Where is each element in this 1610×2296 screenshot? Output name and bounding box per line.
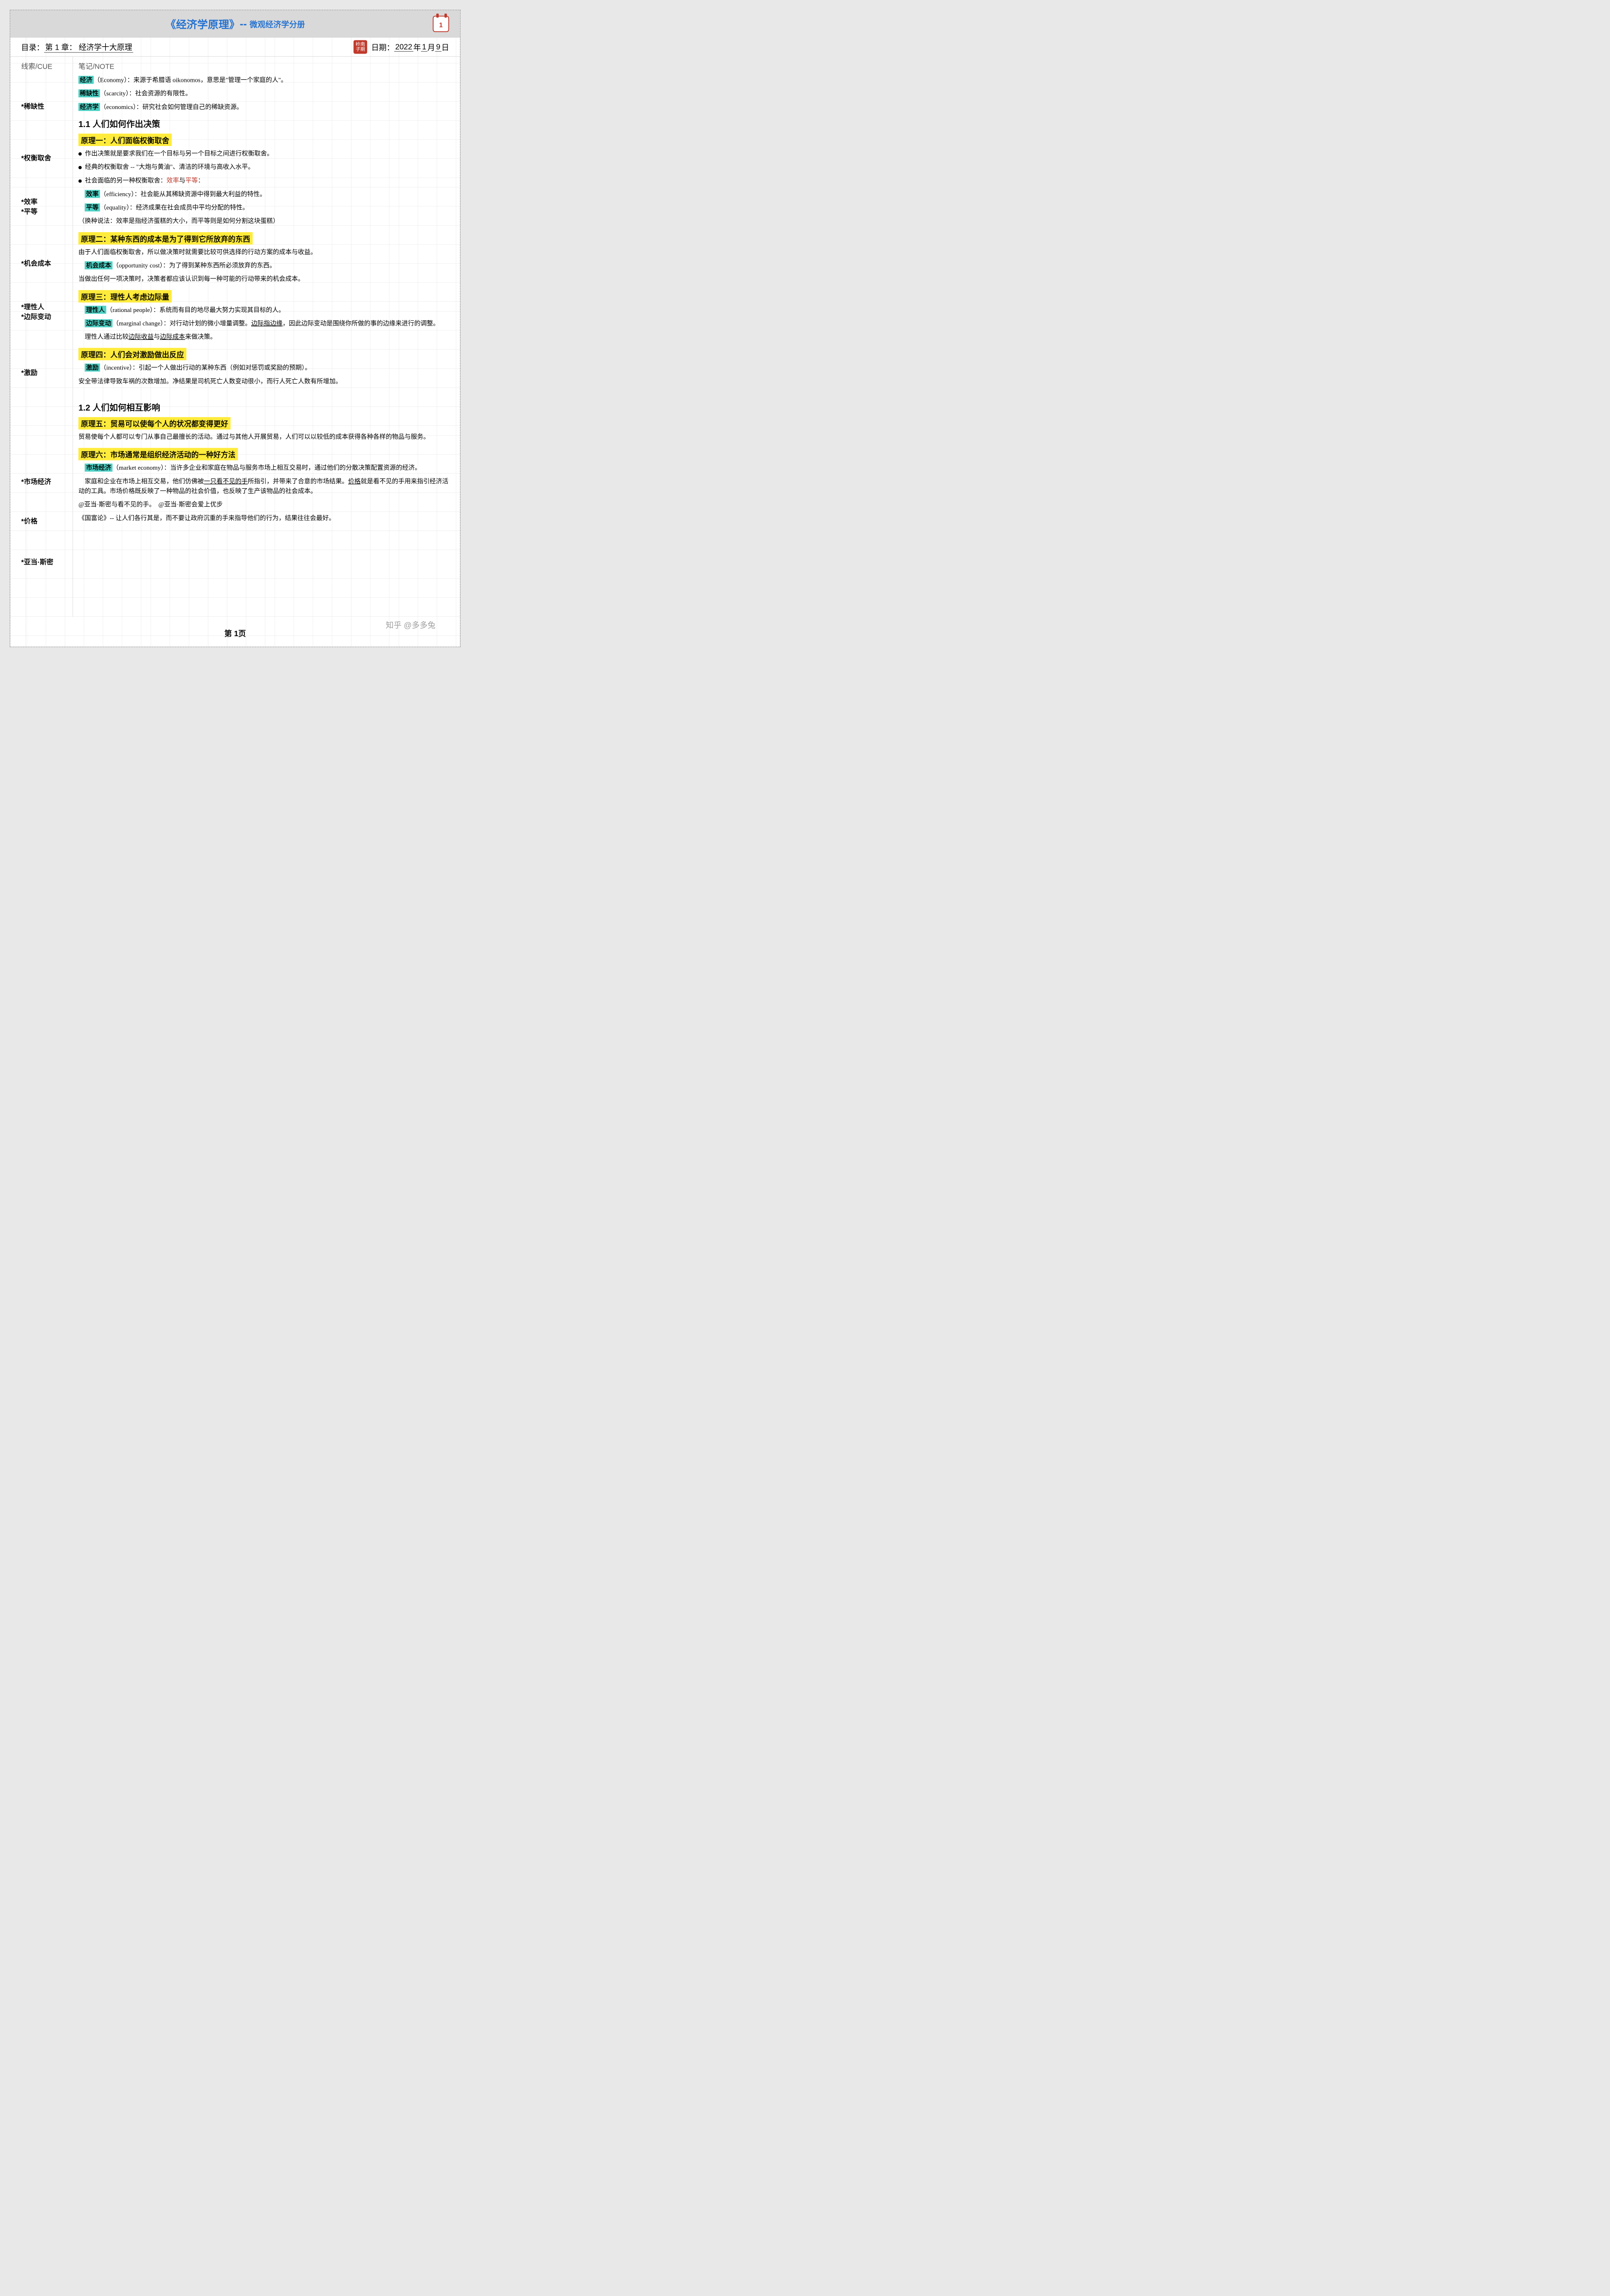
def-line: 经济学（economics）：研究社会如何管理自己的稀缺资源。 — [78, 102, 449, 112]
cue-item: *稀缺性 — [21, 101, 68, 110]
cue-item: *权衡取舍 — [21, 153, 68, 163]
date-label: 日期： — [371, 41, 394, 53]
def-line: 经济（Economy）：来源于希腊语 oikonomos，意思是"管理一个家庭的… — [78, 75, 449, 85]
cue-item: *效率 — [21, 196, 68, 206]
cue-item: *理性人 — [21, 301, 68, 311]
toc-label: 目录： — [21, 41, 44, 53]
note-line: 贸易使每个人都可以专门从事自己最擅长的活动。通过与其他人开展贸易，人们可以以较低… — [78, 432, 449, 441]
title-dash: -- — [240, 18, 247, 30]
def-line: 市场经济（market economy）：当许多企业和家庭在物品与服务市场上相互… — [78, 463, 449, 473]
chapter-title: 经济学十大原理 — [78, 41, 133, 53]
def-line: 理性人（rational people）：系统而有目的地尽最大努力实现其目标的人… — [78, 305, 449, 314]
cue-column: 线索/CUE *稀缺性 *权衡取舍 *效率 *平等 *机会成本 *理性人 *边际… — [10, 56, 73, 617]
content-columns: 线索/CUE *稀缺性 *权衡取舍 *效率 *平等 *机会成本 *理性人 *边际… — [10, 56, 460, 617]
def-line: 稀缺性（scarcity）：社会资源的有限性。 — [78, 89, 449, 98]
author-stamp: 岭南子期 — [353, 40, 367, 54]
def-line: 机会成本（opportunity cost）：为了得到某种东西所必须放弃的东西。 — [78, 260, 449, 270]
note-line: 安全带法律导致车祸的次数增加。净结果是司机死亡人数变动很小，而行人死亡人数有所增… — [78, 376, 449, 386]
def-line: 平等（equality）：经济成果在社会成员中平均分配的特性。 — [78, 202, 449, 212]
bullet-icon — [78, 180, 82, 183]
section-title: 1.2 人们如何相互影响 — [78, 401, 449, 413]
note-page: 《经济学原理》 -- 微观经济学分册 1 目录： 第 1 章： 经济学十大原理 … — [10, 10, 461, 647]
bullet-icon — [78, 166, 82, 169]
date-year: 2022 — [394, 42, 413, 52]
book-title: 《经济学原理》 — [166, 16, 240, 31]
chapter-num: 第 1 章： — [44, 41, 78, 53]
principle-4: 原理四：人们会对激励做出反应 — [78, 348, 186, 360]
cue-item: *亚当·斯密 — [21, 557, 68, 567]
page-header: 《经济学原理》 -- 微观经济学分册 1 — [10, 10, 460, 37]
bullet-line: 经典的权衡取舍 -- "大炮与黄油"、清洁的环境与高收入水平。 — [78, 162, 449, 172]
note-line: 由于人们面临权衡取舍，所以做决策时就需要比较可供选择的行动方案的成本与收益。 — [78, 247, 449, 257]
note-header: 笔记/NOTE — [78, 61, 449, 71]
def-line: 边际变动（marginal change）：对行动计划的微小增量调整。边际指边缘… — [78, 318, 449, 328]
note-line: @亚当·斯密与看不见的手。 @亚当·斯密会爱上优步 — [78, 499, 449, 509]
principle-6: 原理六：市场通常是组织经济活动的一种好方法 — [78, 448, 238, 460]
cue-item: *激励 — [21, 367, 68, 377]
notes-column: 笔记/NOTE 经济（Economy）：来源于希腊语 oikonomos，意思是… — [73, 56, 460, 617]
cue-item: *价格 — [21, 516, 68, 526]
book-subtitle: 微观经济学分册 — [250, 18, 305, 30]
def-line: 效率（efficiency）：社会能从其稀缺资源中得到最大利益的特性。 — [78, 189, 449, 199]
calendar-icon: 1 — [433, 16, 449, 32]
section-title: 1.1 人们如何作出决策 — [78, 117, 449, 129]
cue-item: *市场经济 — [21, 476, 68, 486]
principle-3: 原理三：理性人考虑边际量 — [78, 290, 172, 302]
bullet-line: 作出决策就是要求我们在一个目标与另一个目标之间进行权衡取舍。 — [78, 148, 449, 158]
meta-row: 目录： 第 1 章： 经济学十大原理 岭南子期 日期： 2022 年 1 月 9… — [10, 37, 460, 56]
def-line: 激励（incentive）：引起一个人做出行动的某种东西（例如对惩罚或奖励的预期… — [78, 363, 449, 372]
cue-item: *平等 — [21, 206, 68, 216]
watermark: 知乎 @多多兔 — [386, 619, 435, 630]
bullet-line: 社会面临的另一种权衡取舍：效率与平等： — [78, 176, 449, 185]
cue-item: *机会成本 — [21, 258, 68, 268]
note-line: 理性人通过比较边际收益与边际成本来做决策。 — [78, 332, 449, 342]
date-day: 9 — [435, 42, 442, 52]
cue-item: *边际变动 — [21, 312, 68, 321]
note-line: 家庭和企业在市场上相互交易，他们仿佛被一只看不见的手所指引，并带来了合意的市场结… — [78, 477, 449, 496]
note-line: （换种说法：效率是指经济蛋糕的大小，而平等则是如何分割这块蛋糕） — [78, 216, 449, 226]
note-line: 《国富论》-- 让人们各行其是，而不要让政府沉重的手来指导他们的行为，结果往往会… — [78, 513, 449, 523]
principle-5: 原理五：贸易可以使每个人的状况都变得更好 — [78, 417, 230, 429]
principle-2: 原理二：某种东西的成本是为了得到它所放弃的东西 — [78, 232, 253, 244]
date-month: 1 — [421, 42, 427, 52]
principle-1: 原理一：人们面临权衡取舍 — [78, 133, 172, 146]
cue-header: 线索/CUE — [21, 61, 68, 71]
bullet-icon — [78, 152, 82, 156]
note-line: 当做出任何一项决策时，决策者都应该认识到每一种可能的行动带来的机会成本。 — [78, 274, 449, 284]
